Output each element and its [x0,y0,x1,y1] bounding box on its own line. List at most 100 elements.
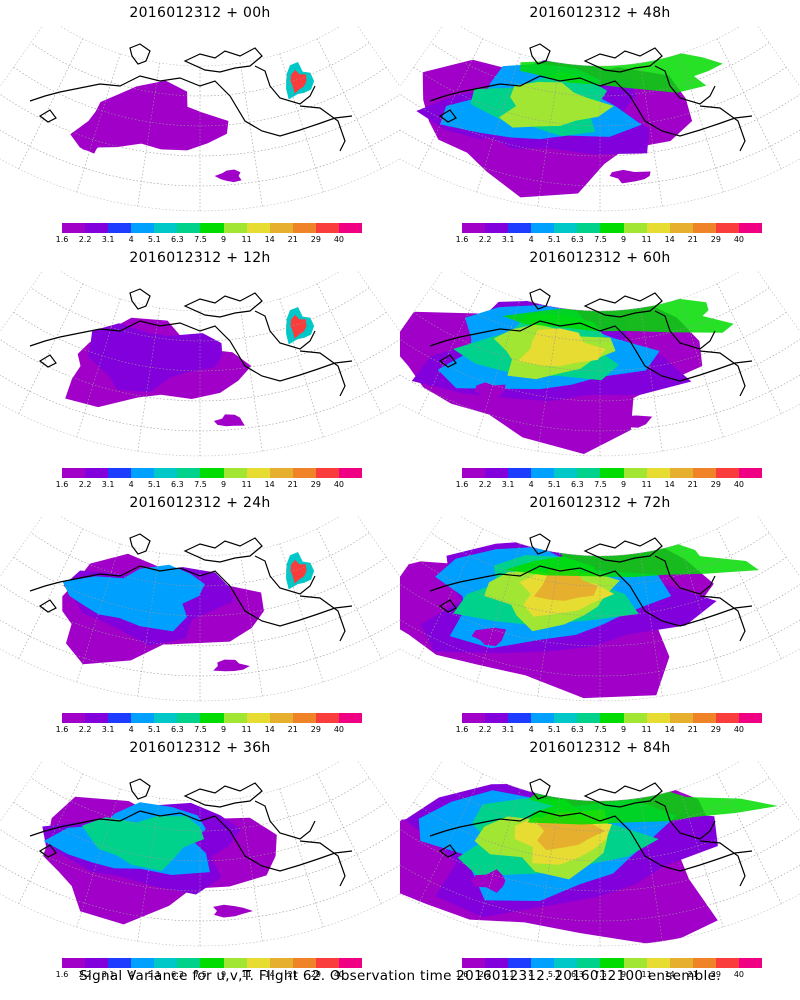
color-scale-swatch [692,713,716,723]
map-panel: 2016012312 + 12h 1.6 2.2 3.1 4 5.1 6.3 7.5 9 11 14… [0,245,400,490]
color-scale-tick-label: 3.1 [501,235,515,244]
color-scale-swatch [292,713,316,723]
variance-map [400,516,800,702]
color-scale-swatch [177,713,201,723]
color-scale-labels: 1.6 2.2 3.1 4 5.1 6.3 7.5 9 11 14 21 29 40 [56,970,362,980]
color-scale-tick-label: 9 [220,970,227,979]
color-scale-tick-label: 11 [641,725,652,734]
color-scale-swatch [485,468,509,478]
color-scale-swatch [85,223,109,233]
color-scale-swatch [669,468,693,478]
color-scale-swatch [715,468,739,478]
color-scale-swatch [646,958,670,968]
color-scale-swatch [531,713,555,723]
color-scale-swatch [338,468,363,478]
color-scale-bar [462,468,763,478]
color-scale-swatch [669,223,693,233]
color-scale-swatch [85,468,109,478]
color-scale-swatch [485,223,509,233]
color-scale-tick-label: 29 [710,725,721,734]
color-scale-tick-label: 2.2 [78,725,92,734]
color-scale-tick-label: 4 [528,235,534,244]
color-scale-tick-label: 11 [641,235,652,244]
color-scale-swatch [200,713,224,723]
color-scale-tick-label: 3.1 [501,480,515,489]
color-scale-swatch [600,468,624,478]
color-scale-tick-label: 2.2 [478,235,492,244]
map-panel: 2016012312 + 36h 1.6 2.2 3.1 4 5.1 6.3 7.5 9 11 14… [0,735,400,980]
variance-map [0,516,400,702]
color-scale-swatch [131,713,155,723]
color-scale-tick-label: 7.5 [594,970,607,979]
color-scale-tick-label: 29 [710,235,721,244]
color-scale-tick-label: 21 [687,970,698,979]
color-scale-tick-label: 40 [333,725,345,734]
color-scale-swatch [85,713,109,723]
color-scale-tick-label: 11 [641,480,652,489]
color-scale-tick-label: 1.6 [55,235,69,244]
color-scale-tick-label: 3.1 [101,235,115,244]
color-scale-tick-label: 9 [220,480,227,489]
color-scale-tick-label: 21 [687,480,698,489]
color-scale-tick-label: 9 [220,235,227,244]
color-scale-tick-label: 6.3 [571,480,584,489]
color-scale-swatch [223,468,247,478]
color-scale-swatch [108,223,132,233]
color-scale-swatch [485,713,509,723]
color-scale-swatch [623,958,647,968]
color-scale-tick-label: 4 [128,970,134,979]
color-scale-swatch [62,468,86,478]
map-panel: 2016012312 + 72h 1.6 2.2 3.1 4 5.1 6.3 7.5 9 11 14… [400,490,800,735]
color-scale-tick-label: 40 [733,480,745,489]
color-scale-bar [62,468,363,478]
color-scale-tick-label: 4 [128,235,134,244]
color-scale-tick-label: 2.2 [78,970,92,979]
color-scale-tick-label: 3.1 [501,970,515,979]
map-panel: 2016012312 + 00h 1.6 2.2 3.1 4 5.1 6.3 7.5 9 11 14… [0,0,400,245]
color-scale-swatch [692,223,716,233]
color-scale-tick-label: 5.1 [147,480,161,489]
variance-map [400,271,800,457]
map-panel: 2016012312 + 84h 1.6 2.2 3.1 4 5.1 6.3 7.5 9 11 14… [400,735,800,980]
color-scale-swatch [554,713,578,723]
color-scale-swatch [508,713,532,723]
panel-title: 2016012312 + 00h [129,5,271,21]
color-scale-swatch [246,958,270,968]
color-scale-swatch [646,223,670,233]
color-scale-tick-label: 40 [733,725,745,734]
color-scale-swatch [531,958,555,968]
color-scale-tick-label: 11 [241,235,252,244]
color-scale-tick-label: 1.6 [455,970,469,979]
color-scale-swatch [600,958,624,968]
color-scale-tick-label: 6.3 [571,725,584,734]
color-scale-swatch [85,958,109,968]
color-scale-tick-label: 6.3 [571,970,584,979]
color-scale-swatch [154,958,178,968]
color-scale-swatch [554,223,578,233]
color-scale-tick-label: 11 [241,480,252,489]
color-scale-tick-label: 1.6 [55,970,69,979]
color-scale-tick-label: 14 [664,725,675,734]
color-scale-tick-label: 21 [287,970,298,979]
color-scale-swatch [508,468,532,478]
color-scale-swatch [246,223,270,233]
variance-map [0,271,400,457]
color-scale-tick-label: 3.1 [101,725,115,734]
color-scale-swatch [600,713,624,723]
color-scale-tick-label: 21 [687,235,698,244]
color-scale-tick-label: 1.6 [455,235,469,244]
color-scale-bar [62,713,363,723]
color-scale-swatch [623,468,647,478]
color-scale-swatch [531,468,555,478]
panel-title: 2016012312 + 84h [529,740,671,756]
color-scale-tick-label: 14 [264,480,275,489]
color-scale-tick-label: 5.1 [147,235,161,244]
color-scale-swatch [292,958,316,968]
color-scale-swatch [246,468,270,478]
color-scale-swatch [338,713,363,723]
color-scale-tick-label: 1.6 [55,725,69,734]
color-scale-swatch [177,468,201,478]
color-scale-tick-label: 29 [710,480,721,489]
panel-title: 2016012312 + 24h [129,495,271,511]
color-scale-tick-label: 7.5 [594,725,607,734]
